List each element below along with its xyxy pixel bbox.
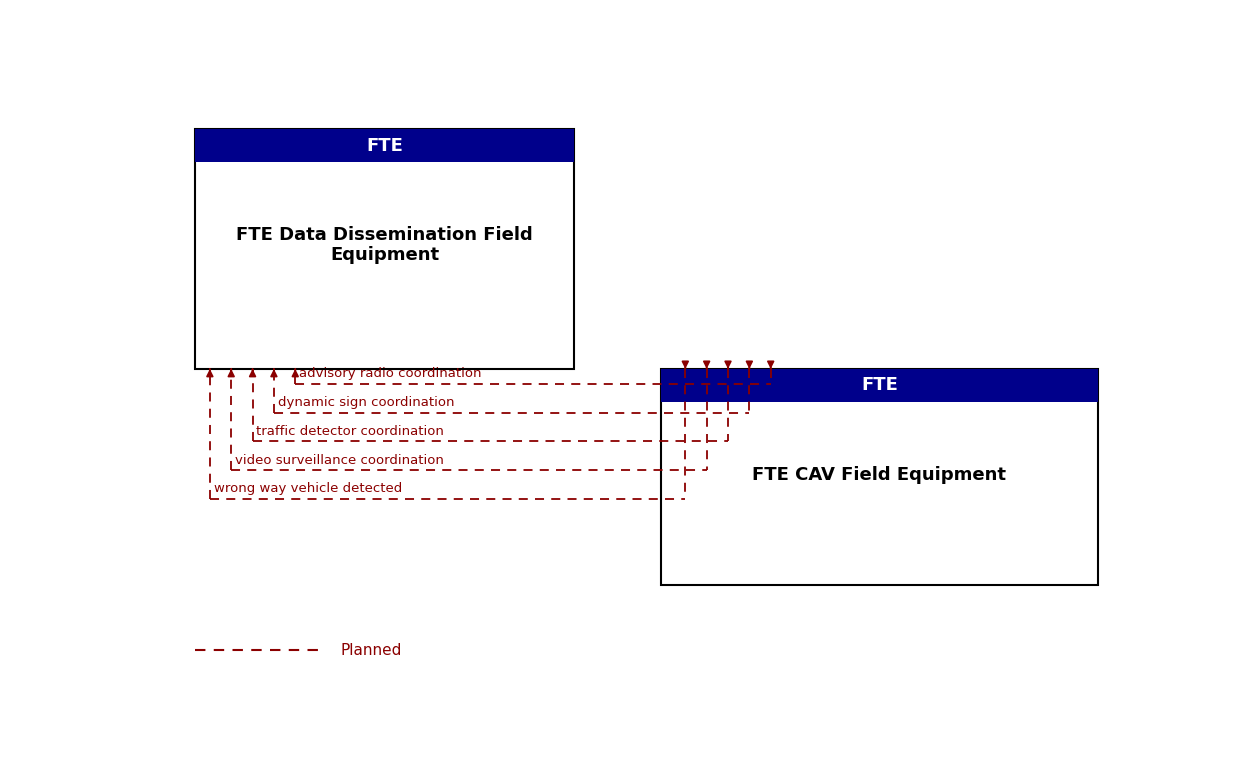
Text: Planned: Planned xyxy=(341,643,402,658)
Text: wrong way vehicle detected: wrong way vehicle detected xyxy=(214,482,402,496)
Bar xyxy=(661,369,1098,402)
Text: video surveillance coordination: video surveillance coordination xyxy=(235,454,444,467)
Text: FTE: FTE xyxy=(366,137,403,155)
Text: traffic detector coordination: traffic detector coordination xyxy=(257,425,444,438)
Bar xyxy=(195,129,573,369)
Bar xyxy=(661,369,1098,584)
Text: FTE Data Dissemination Field
Equipment: FTE Data Dissemination Field Equipment xyxy=(237,226,533,265)
Text: advisory radio coordination: advisory radio coordination xyxy=(299,367,482,380)
Text: dynamic sign coordination: dynamic sign coordination xyxy=(278,396,454,409)
Bar xyxy=(195,129,573,163)
Text: FTE CAV Field Equipment: FTE CAV Field Equipment xyxy=(752,466,1007,484)
Text: FTE: FTE xyxy=(861,377,898,394)
